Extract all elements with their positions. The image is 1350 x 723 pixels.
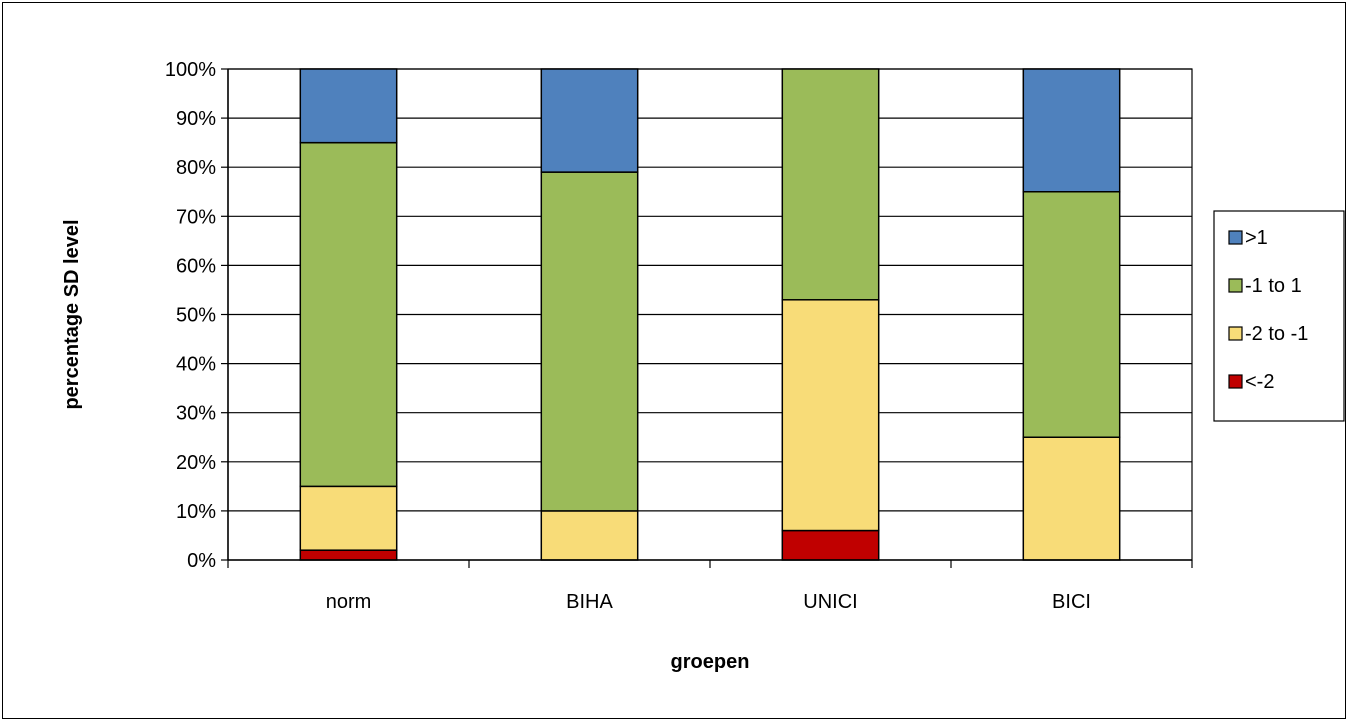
legend-label: -2 to -1: [1245, 323, 1308, 345]
bar-segment: [781, 299, 880, 532]
x-tick-label: norm: [326, 591, 372, 613]
bar-segment: [540, 68, 639, 173]
bar-segment: [540, 510, 639, 561]
y-tick-label: 40%: [176, 354, 216, 376]
y-axis-title: percentage SD level: [61, 219, 83, 409]
x-tick-label: BIHA: [566, 591, 613, 613]
y-tick-labels: 0% 10% 20% 30% 40% 50% 60% 70% 80% 90% 100%: [165, 59, 216, 572]
bar-segment: [1022, 436, 1121, 561]
y-tick-label: 50%: [176, 305, 216, 327]
legend-swatch: [1228, 326, 1243, 341]
legend: >1 -1 to 1 -2 to -1 <-2: [1213, 210, 1345, 422]
x-tick-label: UNICI: [803, 591, 857, 613]
axes: [221, 68, 1193, 568]
bar-segment: [299, 141, 398, 488]
bars: [299, 68, 1121, 561]
bar-segment: [299, 485, 398, 551]
x-axis-title: groepen: [671, 651, 750, 673]
y-tick-label: 10%: [176, 501, 216, 523]
bar-segment: [299, 68, 398, 144]
bar-segment: [540, 171, 639, 512]
y-tick-label: 60%: [176, 255, 216, 277]
x-tick-labels: norm BIHA UNICI BICI: [326, 591, 1091, 613]
legend-swatch: [1228, 374, 1243, 389]
y-tick-label: 100%: [165, 59, 216, 81]
bar-segment: [1022, 191, 1121, 438]
bar-segment: [781, 68, 880, 301]
y-tick-label: 70%: [176, 206, 216, 228]
y-tick-label: 90%: [176, 108, 216, 130]
y-tick-label: 80%: [176, 157, 216, 179]
bar-segment: [781, 529, 880, 561]
bar-segment: [1022, 68, 1121, 193]
y-tick-label: 0%: [187, 550, 216, 572]
legend-swatch: [1228, 278, 1243, 293]
x-tick-label: BICI: [1052, 591, 1091, 613]
y-tick-label: 30%: [176, 403, 216, 425]
legend-label: >1: [1245, 227, 1268, 249]
legend-label: -1 to 1: [1245, 275, 1302, 297]
y-tick-label: 20%: [176, 452, 216, 474]
legend-label: <-2: [1245, 371, 1274, 393]
legend-swatch: [1228, 230, 1243, 245]
bar-segment: [299, 549, 398, 561]
